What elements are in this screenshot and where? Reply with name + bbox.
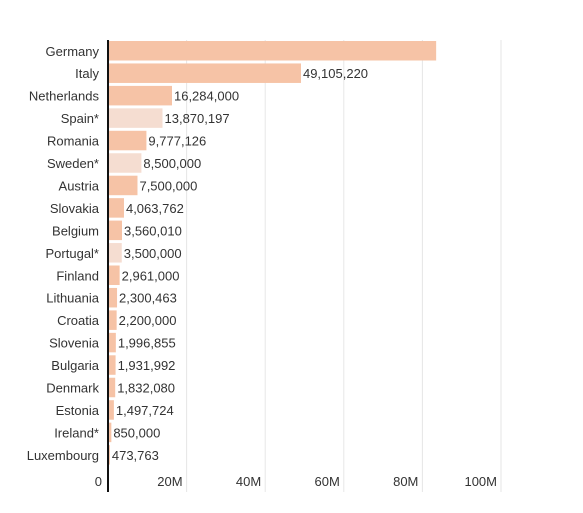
bar bbox=[108, 332, 116, 353]
category-label: Netherlands bbox=[29, 89, 100, 104]
category-label: Italy bbox=[75, 66, 99, 81]
value-label: 9,777,126 bbox=[148, 134, 206, 149]
value-label: 3,560,010 bbox=[124, 223, 182, 238]
value-label: 2,300,463 bbox=[119, 291, 177, 306]
bar bbox=[108, 400, 114, 420]
bar bbox=[108, 130, 147, 151]
category-label: Finland bbox=[56, 268, 99, 283]
category-label: Luxembourg bbox=[27, 448, 99, 463]
value-label: 2,200,000 bbox=[119, 313, 177, 328]
bar bbox=[108, 265, 120, 285]
category-label: Romania bbox=[47, 134, 100, 149]
grid-lines bbox=[186, 40, 502, 492]
value-label: 1,497,724 bbox=[116, 403, 174, 418]
bar bbox=[108, 153, 142, 173]
bar bbox=[108, 63, 301, 83]
category-label: Slovenia bbox=[49, 336, 100, 351]
value-label: 3,500,000 bbox=[124, 246, 182, 261]
value-label: 1,931,992 bbox=[118, 358, 176, 373]
category-label: Ireland* bbox=[54, 425, 99, 440]
value-label: 850,000 bbox=[113, 425, 160, 440]
category-label: Slovakia bbox=[50, 201, 100, 216]
category-label: Portugal* bbox=[46, 246, 99, 261]
bars bbox=[108, 41, 437, 465]
bar bbox=[108, 243, 122, 263]
category-label: Bulgaria bbox=[51, 358, 99, 373]
bar bbox=[108, 175, 138, 196]
value-label: 4,063,762 bbox=[126, 201, 184, 216]
x-tick-label: 60M bbox=[315, 474, 340, 489]
bar bbox=[108, 355, 116, 375]
x-tick-label: 20M bbox=[157, 474, 182, 489]
bar bbox=[108, 422, 112, 443]
value-label: 13,870,197 bbox=[165, 111, 230, 126]
category-label: Germany bbox=[46, 44, 100, 59]
category-label: Lithuania bbox=[46, 291, 100, 306]
category-label: Spain* bbox=[61, 111, 99, 126]
x-axis-ticks: 0 20M 40M 60M 80M 100M bbox=[95, 474, 497, 489]
category-label: Croatia bbox=[57, 313, 100, 328]
bar bbox=[108, 41, 437, 61]
category-label: Belgium bbox=[52, 223, 99, 238]
category-label: Austria bbox=[59, 178, 100, 193]
bar bbox=[108, 310, 117, 330]
bar bbox=[108, 108, 163, 128]
value-label: 7,500,000 bbox=[139, 178, 197, 193]
category-labels: Germany Italy Netherlands Spain* Romania Swed… bbox=[27, 44, 100, 463]
x-tick-label: 0 bbox=[95, 474, 102, 489]
x-tick-label: 40M bbox=[236, 474, 261, 489]
x-tick-label: 100M bbox=[464, 474, 497, 489]
value-label: 1,832,080 bbox=[117, 381, 175, 396]
category-label: Estonia bbox=[56, 403, 100, 418]
value-label: 2,961,000 bbox=[122, 268, 180, 283]
value-label: 49,105,220 bbox=[303, 66, 368, 81]
value-labels: 49,105,220 16,284,000 13,870,197 9,777,126 8… bbox=[112, 66, 368, 463]
bar bbox=[108, 220, 122, 241]
bar bbox=[108, 85, 172, 106]
category-label: Sweden* bbox=[47, 156, 99, 171]
bar bbox=[108, 198, 124, 218]
x-tick-label: 80M bbox=[393, 474, 418, 489]
value-label: 473,763 bbox=[112, 448, 159, 463]
value-label: 1,996,855 bbox=[118, 336, 176, 351]
value-label: 16,284,000 bbox=[174, 89, 239, 104]
bar bbox=[108, 287, 118, 308]
category-label: Denmark bbox=[46, 381, 99, 396]
value-label: 8,500,000 bbox=[143, 156, 201, 171]
bar bbox=[108, 377, 116, 398]
